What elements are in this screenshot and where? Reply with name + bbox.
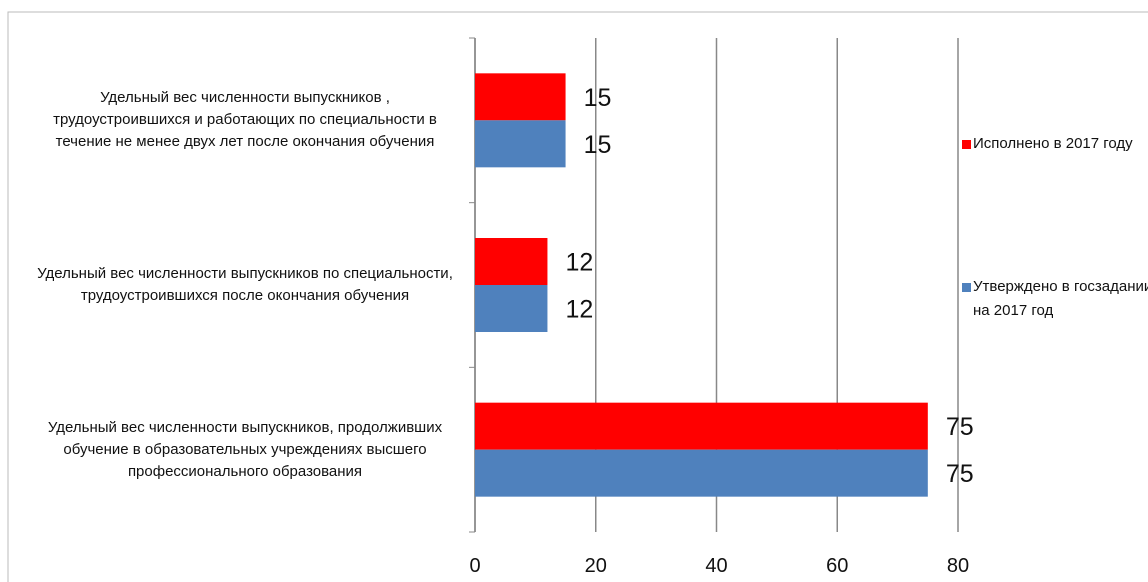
- value-label: 15: [584, 131, 612, 159]
- x-tick-label: 40: [705, 555, 727, 577]
- bar: [475, 285, 548, 332]
- bar: [475, 238, 548, 285]
- x-tick-label: 60: [826, 555, 848, 577]
- frame: [7, 11, 1148, 582]
- legend-label: Исполнено в 2017 году: [973, 135, 1133, 152]
- category-label: Удельный вес численности выпускников по …: [37, 265, 453, 304]
- bar: [475, 73, 566, 121]
- x-tick-label: 20: [585, 555, 607, 577]
- x-tick-label: 0: [469, 555, 480, 577]
- value-label: 12: [565, 249, 593, 277]
- value-label: 75: [946, 413, 974, 441]
- category-label: Удельный вес численности выпускников, пр…: [47, 418, 443, 480]
- x-tick-label: 80: [947, 555, 969, 577]
- value-label: 15: [584, 84, 612, 112]
- legend-label: Утверждено в госзадании на 2017 год: [973, 278, 1148, 319]
- value-label: 12: [565, 296, 593, 324]
- bar: [475, 402, 928, 450]
- bar: [475, 120, 566, 168]
- legend-swatch: [962, 140, 971, 149]
- bar: [475, 449, 928, 497]
- value-label: 75: [946, 460, 974, 488]
- category-label: Удельный вес численности выпускников , т…: [53, 89, 437, 151]
- legend-swatch: [962, 283, 971, 292]
